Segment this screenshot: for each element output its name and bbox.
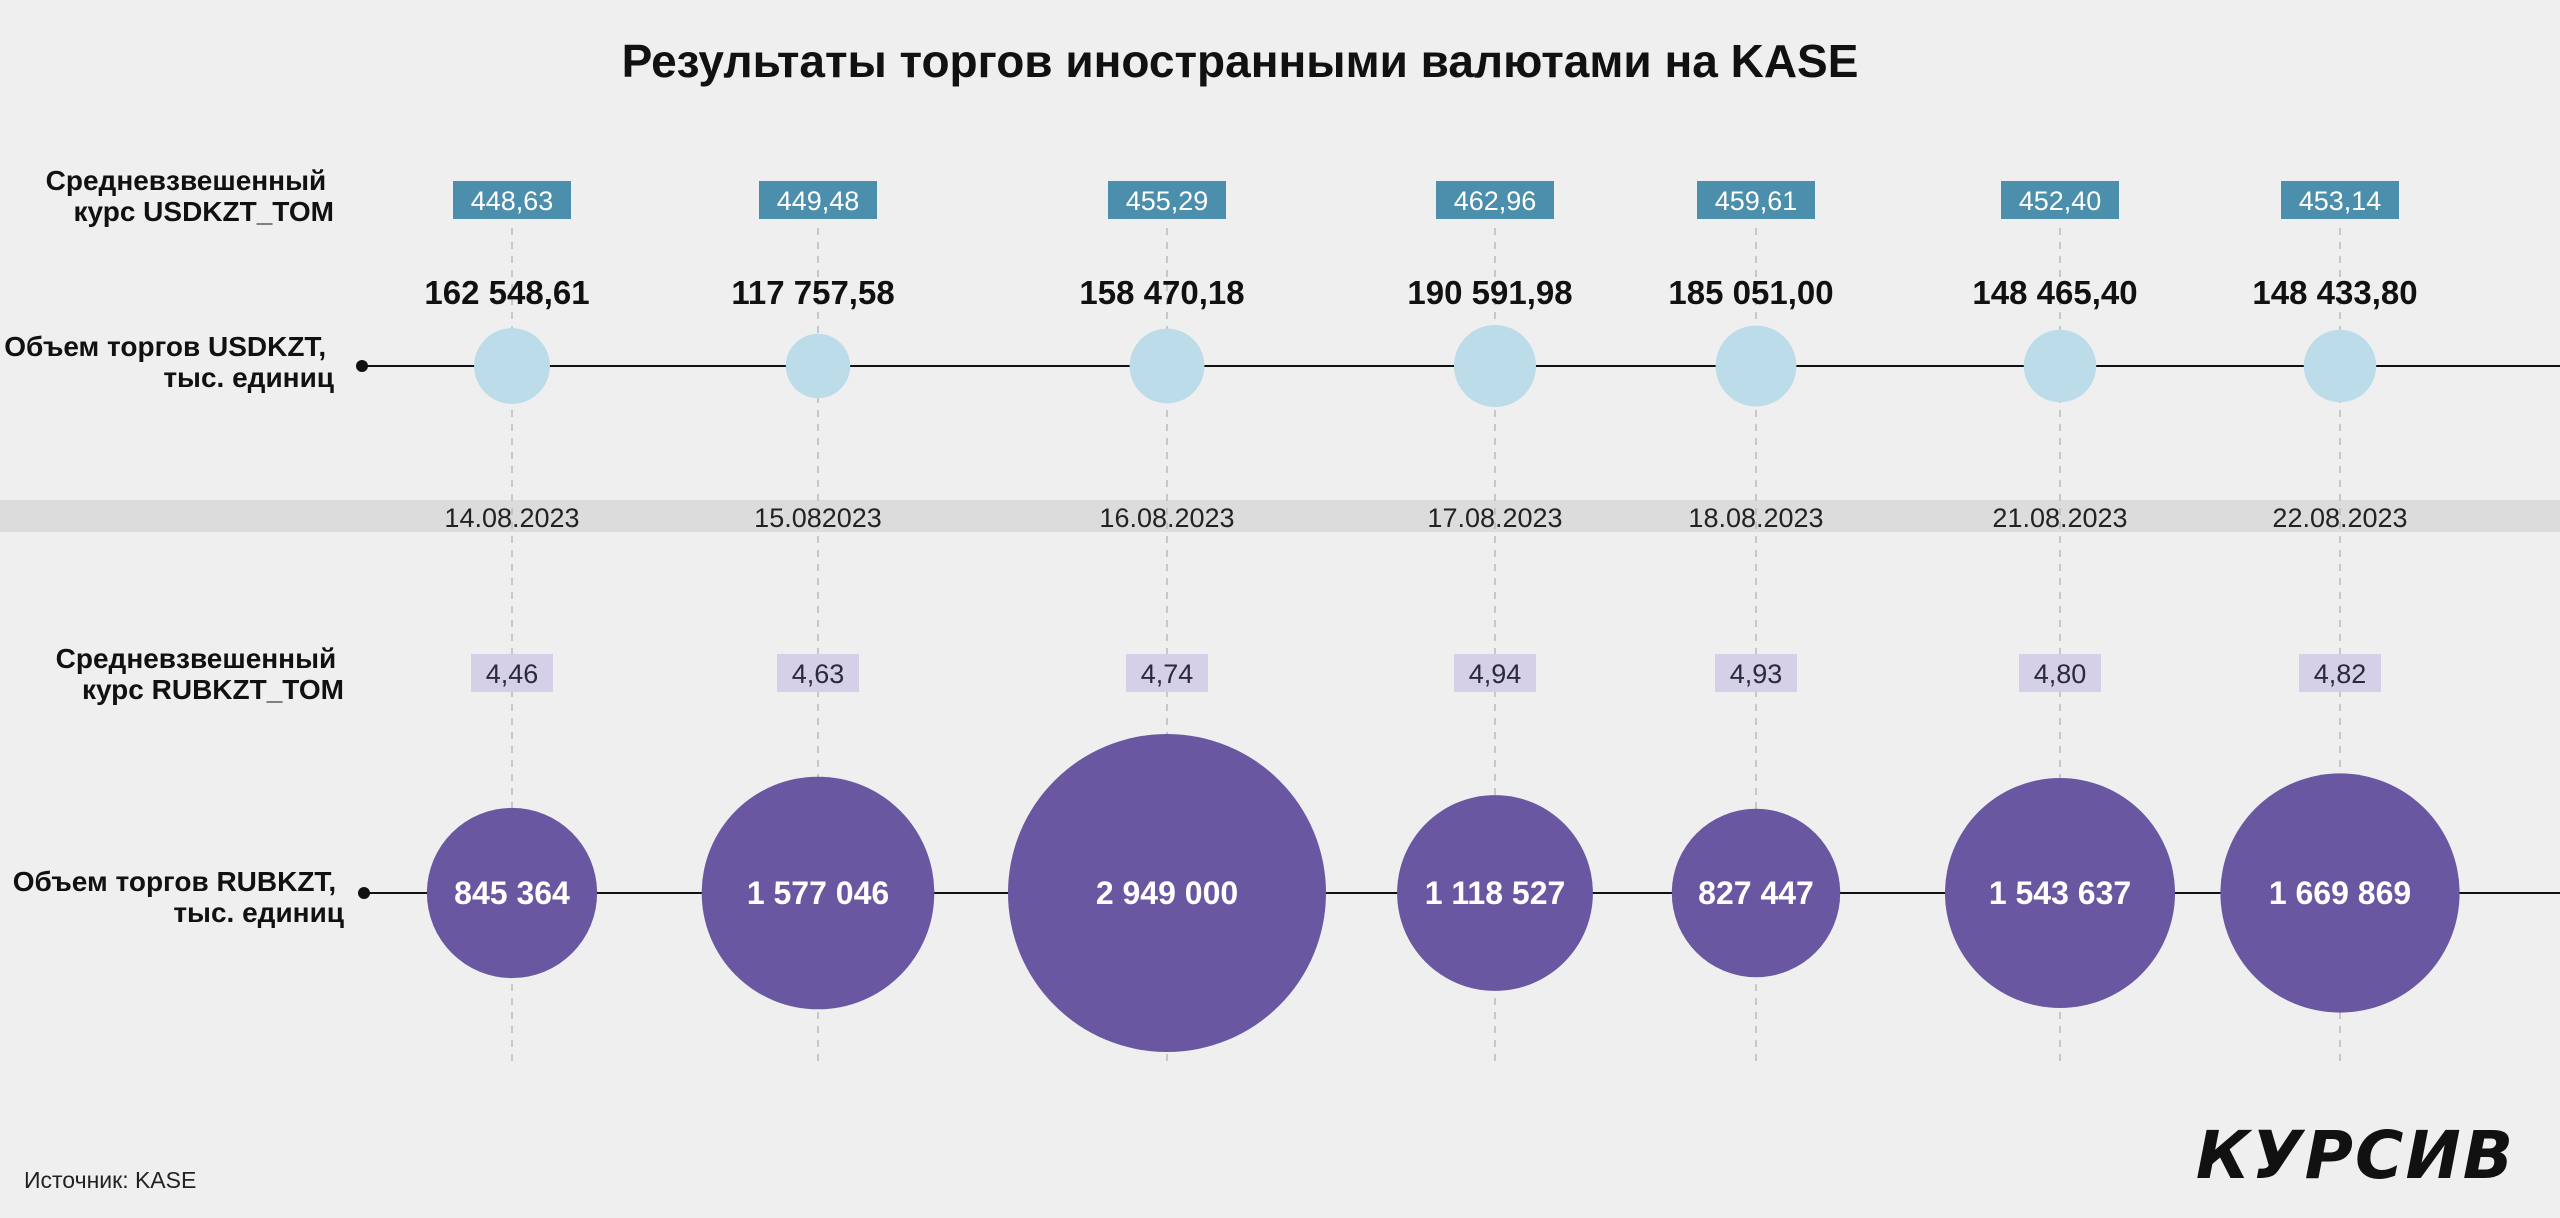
- usd-rate-label: 449,48: [777, 186, 860, 216]
- date-label: 17.08.2023: [1427, 503, 1562, 533]
- rub-volume-label-line-1: Объем торгов RUBKZT,: [13, 866, 337, 897]
- usd-volume-bubble: [2303, 329, 2377, 403]
- date-band: [0, 500, 2560, 532]
- rub-rate-label: 4,74: [1141, 659, 1194, 689]
- usd-volume-bubble: [1715, 325, 1797, 407]
- usd-volume-label: 148 433,80: [2252, 274, 2417, 311]
- usd-volume-bubble: [474, 328, 550, 404]
- usd-rate-label-line-1: Средневзвешенный: [46, 165, 327, 196]
- rub-volume-label: 1 543 637: [1989, 875, 2131, 911]
- usd-volume-label: 117 757,58: [731, 274, 894, 311]
- rub-rate-label: 4,63: [792, 659, 845, 689]
- rub-volume-bubble: [426, 807, 598, 979]
- rub-rate-row-label: Средневзвешенный курс RUBKZT_TOM: [56, 643, 344, 705]
- usd-volume-bubble: [1454, 325, 1536, 407]
- rub-timeline-start-dot: [358, 887, 370, 899]
- rub-rate-box: [777, 654, 859, 692]
- rub-volume-label: 845 364: [454, 875, 570, 911]
- rub-rate-box: [1126, 654, 1208, 692]
- chart-title: Результаты торгов иностранными валютами …: [622, 35, 1859, 87]
- rub-volume-label: 827 447: [1698, 875, 1814, 911]
- logo: КУРСИВ: [2196, 1117, 2515, 1194]
- usd-volume-label-line-1: Объем торгов USDKZT,: [4, 331, 326, 362]
- rub-volume-bubble: [2220, 773, 2460, 1013]
- rub-volume-label: 1 669 869: [2269, 875, 2411, 911]
- rub-volume-bubble: [1397, 795, 1593, 991]
- rub-volume-bubble: [1008, 734, 1326, 1052]
- usd-rate-box: [2001, 181, 2119, 219]
- rub-volume-label: 1 577 046: [747, 875, 889, 911]
- rub-volume-label: 1 118 527: [1425, 875, 1566, 911]
- usd-rate-label: 448,63: [471, 186, 554, 216]
- usd-rate-box: [1697, 181, 1815, 219]
- rub-volume-bubble: [701, 776, 935, 1010]
- rub-rate-label-line-2: курс RUBKZT_TOM: [82, 674, 344, 705]
- usd-volume-bubble: [785, 333, 851, 399]
- usd-volume-label: 185 051,00: [1668, 274, 1833, 311]
- rub-volume-bubble: [1945, 778, 2175, 1008]
- usd-volume-bubble: [1129, 328, 1205, 404]
- usd-rate-label: 452,40: [2019, 186, 2102, 216]
- usd-rate-label: 453,14: [2299, 186, 2382, 216]
- date-label: 21.08.2023: [1992, 503, 2127, 533]
- rub-rate-label: 4,82: [2314, 659, 2367, 689]
- usd-volume-label: 158 470,18: [1079, 274, 1244, 311]
- rub-rate-label: 4,46: [486, 659, 539, 689]
- usd-volume-label: 148 465,40: [1972, 274, 2137, 311]
- rub-volume-bubble: [1671, 808, 1841, 978]
- rub-rate-box: [1715, 654, 1797, 692]
- rub-volume-label: 2 949 000: [1096, 875, 1238, 911]
- usd-volume-label: 190 591,98: [1407, 274, 1572, 311]
- date-label: 22.08.2023: [2272, 503, 2407, 533]
- rub-rate-box: [2019, 654, 2101, 692]
- usd-volume-bubble: [2023, 329, 2097, 403]
- usd-rate-row-label: Средневзвешенный курс USDKZT_TOM: [46, 165, 334, 227]
- usd-rate-box: [2281, 181, 2399, 219]
- rub-rate-label: 4,80: [2034, 659, 2087, 689]
- usd-volume-row-label: Объем торгов USDKZT, тыс. единиц: [4, 331, 334, 393]
- rub-rate-label: 4,93: [1730, 659, 1783, 689]
- rub-rate-label-line-1: Средневзвешенный: [56, 643, 337, 674]
- usd-volume-label-line-2: тыс. единиц: [163, 362, 334, 393]
- usd-rate-label-line-2: курс USDKZT_TOM: [74, 196, 335, 227]
- date-label: 16.08.2023: [1099, 503, 1234, 533]
- rub-rate-box: [2299, 654, 2381, 692]
- date-label: 18.08.2023: [1688, 503, 1823, 533]
- usd-rate-box: [453, 181, 571, 219]
- usd-rate-box: [759, 181, 877, 219]
- rub-rate-box: [471, 654, 553, 692]
- rub-rate-label: 4,94: [1469, 659, 1522, 689]
- usd-timeline-start-dot: [356, 360, 368, 372]
- date-label: 14.08.2023: [444, 503, 579, 533]
- usd-rate-label: 455,29: [1126, 186, 1209, 216]
- usd-rate-label: 459,61: [1715, 186, 1798, 216]
- usd-rate-label: 462,96: [1454, 186, 1537, 216]
- date-label: 15.082023: [754, 503, 882, 533]
- usd-rate-box: [1436, 181, 1554, 219]
- rub-volume-label-line-2: тыс. единиц: [173, 897, 344, 928]
- usd-rate-box: [1108, 181, 1226, 219]
- rub-rate-box: [1454, 654, 1536, 692]
- usd-volume-label: 162 548,61: [424, 274, 589, 311]
- source-note: Источник: KASE: [24, 1167, 196, 1193]
- rub-volume-row-label: Объем торгов RUBKZT, тыс. единиц: [13, 866, 344, 928]
- chart-marks: 448,63 162 548,61 14.08.2023 4,46 845 364 449…: [424, 181, 2460, 1052]
